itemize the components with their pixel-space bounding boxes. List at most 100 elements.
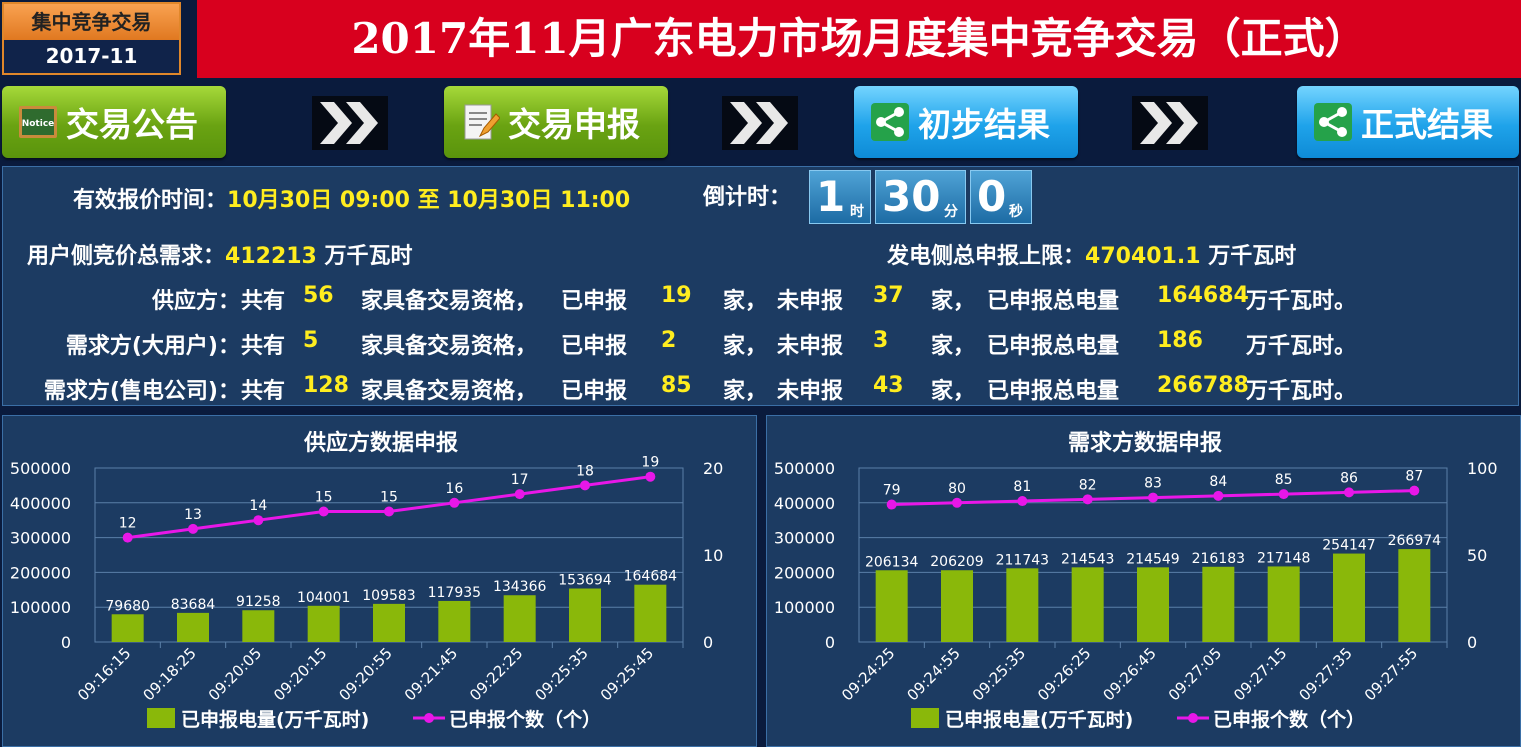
step-button-preliminary-result[interactable]: 初步结果 — [854, 86, 1078, 158]
y-tick-label: 200000 — [774, 563, 835, 582]
row-unit: 万千瓦时。 — [1246, 379, 1357, 404]
y-tick-label: 400000 — [774, 494, 835, 513]
countdown-hours-value: 1 — [816, 172, 846, 221]
x-tick-label: 09:26:25 — [1034, 644, 1094, 704]
row-jia-text: 家， — [723, 289, 768, 314]
count-data-label: 83 — [1144, 476, 1162, 492]
legend-line-label: 已申报个数（个） — [1213, 708, 1365, 731]
count-point — [1148, 492, 1158, 503]
supply-limit-value: 470401.1 — [1085, 244, 1201, 269]
row-declared-value: 19 — [661, 283, 692, 308]
valid-time-row: 有效报价时间：10月30日 09:00 至 10月30日 11:00 — [73, 182, 630, 214]
step-label: 交易申报 — [508, 105, 640, 144]
row-undeclared-value: 43 — [873, 373, 904, 398]
legend-bar-label: 已申报电量(万千瓦时) — [945, 708, 1133, 731]
y-tick-label: 100000 — [774, 598, 835, 617]
supply-limit-label: 发电侧总申报上限： — [887, 244, 1086, 269]
legend-bar-label: 已申报电量(万千瓦时) — [181, 708, 369, 731]
x-tick-label: 09:24:25 — [838, 644, 898, 704]
countdown-minutes-unit: 分 — [944, 204, 958, 220]
step-label: 初步结果 — [918, 105, 1050, 144]
x-tick-label: 09:16:15 — [74, 644, 134, 704]
countdown-label: 倒计时： — [703, 185, 792, 210]
row-undeclared-label: 未申报 — [777, 379, 844, 404]
y2-tick-label: 20 — [703, 459, 723, 478]
y-tick-label: 100000 — [10, 598, 71, 617]
bar — [875, 570, 908, 642]
brand-month: 2017-11 — [45, 44, 138, 68]
count-point — [1278, 489, 1289, 500]
notice-icon-text: Notice — [22, 119, 55, 129]
step-button-final-result[interactable]: 正式结果 — [1297, 86, 1519, 158]
count-point — [886, 499, 897, 510]
count-data-label: 80 — [948, 481, 966, 497]
bar-data-label: 164684 — [624, 569, 678, 585]
share-nodes-icon — [1314, 103, 1352, 141]
count-point — [580, 480, 590, 491]
supplier-chart-panel: 供应方数据申报 0 100000 200000 300000 400000 500000 0 1… — [2, 415, 757, 747]
bar-data-label: 266974 — [1388, 533, 1442, 549]
count-point — [449, 497, 460, 508]
count-data-label: 16 — [445, 481, 463, 497]
count-data-label: 81 — [1013, 479, 1031, 495]
supply-limit-row: 发电侧总申报上限：470401.1 万千瓦时 — [887, 238, 1296, 270]
count-data-label: 84 — [1209, 474, 1227, 490]
x-tick-label: 09:25:35 — [969, 644, 1029, 704]
step-button-announcement[interactable]: Notice 交易公告 — [2, 86, 226, 158]
page-title: 2017年11月广东电力市场月度集中竞争交易（正式） — [351, 14, 1367, 63]
count-point — [952, 497, 962, 508]
row-name: 需求方(大用户)： — [65, 334, 240, 359]
row-jia-text: 家， — [931, 379, 976, 404]
count-point — [384, 506, 394, 517]
bar — [242, 610, 275, 642]
x-tick-label: 09:24:55 — [903, 644, 963, 704]
row-unit: 万千瓦时。 — [1246, 289, 1357, 314]
row-declared-label: 已申报 — [561, 289, 628, 314]
y-tick-label: 0 — [825, 633, 835, 652]
count-data-label: 86 — [1340, 470, 1358, 486]
trade-info-panel: 有效报价时间：10月30日 09:00 至 10月30日 11:00 倒计时： … — [2, 166, 1519, 406]
bar — [634, 584, 667, 642]
x-tick-label: 09:27:55 — [1361, 644, 1421, 704]
row-name: 需求方(售电公司)： — [43, 379, 240, 404]
bar — [111, 614, 144, 642]
bar-data-label: 153694 — [558, 573, 612, 589]
bar-data-label: 109583 — [362, 588, 415, 604]
x-tick-label: 09:20:55 — [335, 644, 395, 704]
chevron-double-right-icon — [722, 96, 798, 150]
row-amount-label: 已申报总电量 — [987, 379, 1120, 404]
countdown-seconds-value: 0 — [977, 172, 1007, 221]
x-tick-label: 09:27:35 — [1295, 644, 1355, 704]
x-tick-label: 09:20:05 — [205, 644, 265, 704]
supplier-chart: 供应方数据申报 0 100000 200000 300000 400000 500000 0 1… — [10, 430, 723, 731]
bar-data-label: 83684 — [171, 597, 216, 613]
chevron-double-right-icon — [312, 96, 388, 150]
step-button-declaration[interactable]: 交易申报 — [444, 86, 668, 158]
title-bar: 2017年11月广东电力市场月度集中竞争交易（正式） — [197, 0, 1521, 78]
bar-data-label: 134366 — [493, 579, 547, 595]
y-tick-label: 500000 — [10, 459, 71, 478]
row-undeclared-label: 未申报 — [777, 289, 844, 314]
bar-data-label: 214543 — [1061, 551, 1114, 567]
demand-label: 用户侧竞价总需求： — [27, 244, 226, 269]
notice-board-icon: Notice — [19, 106, 57, 138]
row-declared-value: 85 — [661, 373, 692, 398]
y2-tick-label: 50 — [1467, 546, 1487, 565]
row-jia-text: 家， — [931, 334, 976, 359]
x-tick-label: 09:27:05 — [1165, 644, 1225, 704]
bar-data-label: 117935 — [428, 585, 481, 601]
bar — [1398, 549, 1431, 642]
x-tick-label: 09:18:25 — [139, 644, 199, 704]
row-jia-text: 家， — [723, 334, 768, 359]
bar-data-label: 254147 — [1322, 538, 1375, 554]
count-data-label: 17 — [511, 472, 529, 488]
count-point — [514, 489, 525, 500]
demand-value: 412213 — [225, 244, 317, 269]
step-label: 正式结果 — [1361, 105, 1493, 144]
x-tick-label: 09:25:35 — [531, 644, 591, 704]
legend-line-marker — [1188, 713, 1198, 723]
row-total-label: 共有 — [241, 289, 286, 314]
count-point — [188, 523, 198, 534]
bar — [1006, 568, 1039, 642]
row-declared-label: 已申报 — [561, 379, 628, 404]
